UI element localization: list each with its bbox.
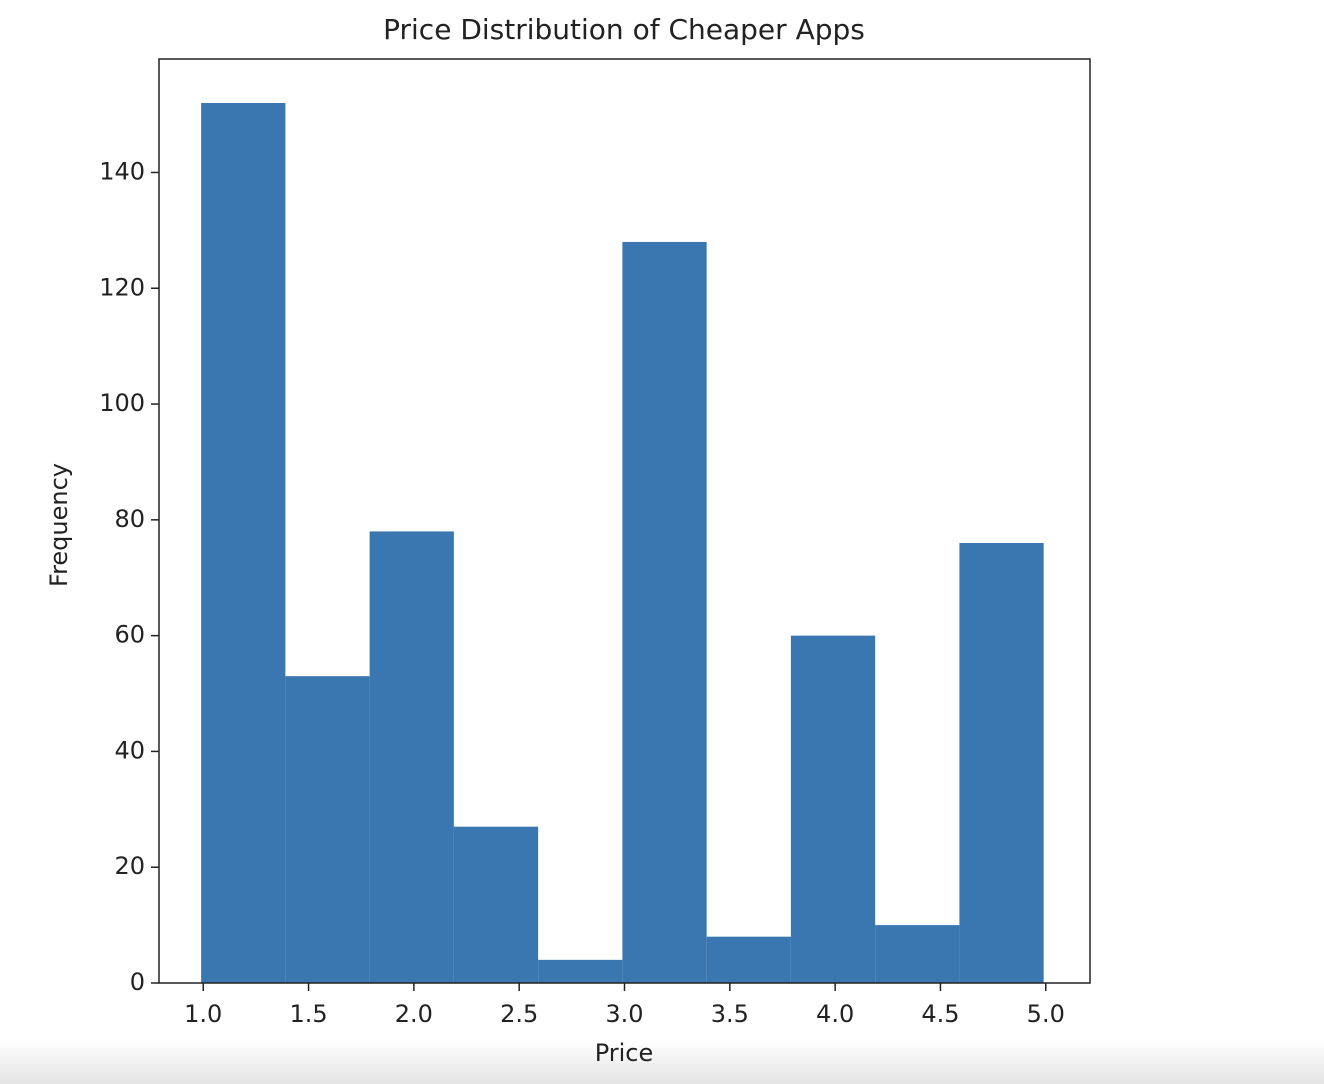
y-tick-label: 100 xyxy=(99,389,145,417)
x-tick-label: 2.0 xyxy=(395,1000,433,1028)
bar xyxy=(622,241,707,983)
x-tick-label: 4.0 xyxy=(816,1000,854,1028)
x-tick-label: 4.5 xyxy=(921,1000,959,1028)
x-tick-label: 3.0 xyxy=(605,1000,643,1028)
x-tick-label: 1.5 xyxy=(289,1000,327,1028)
x-tick-label: 2.5 xyxy=(500,1000,538,1028)
bar xyxy=(875,925,960,983)
bar xyxy=(453,826,539,983)
x-tick-label: 5.0 xyxy=(1027,1000,1065,1028)
x-tick-label: 1.0 xyxy=(184,1000,222,1028)
x-axis-label: Price xyxy=(595,1039,654,1067)
window-edge xyxy=(0,1040,1324,1084)
bar xyxy=(538,959,623,983)
y-tick-label: 20 xyxy=(114,852,145,880)
y-tick-label: 0 xyxy=(130,968,145,996)
bar xyxy=(706,936,791,983)
y-tick-label: 80 xyxy=(114,505,145,533)
y-tick-label: 120 xyxy=(99,273,145,301)
x-tick-label: 3.5 xyxy=(711,1000,749,1028)
chart-title: Price Distribution of Cheaper Apps xyxy=(383,13,865,46)
bar xyxy=(201,103,286,983)
bar xyxy=(369,531,454,983)
bar xyxy=(285,676,370,983)
y-tick-label: 60 xyxy=(114,621,145,649)
y-tick-label: 140 xyxy=(99,157,145,185)
y-tick-label: 40 xyxy=(114,736,145,764)
bar xyxy=(790,635,876,983)
y-axis-label: Frequency xyxy=(45,463,73,587)
bar xyxy=(959,543,1044,983)
